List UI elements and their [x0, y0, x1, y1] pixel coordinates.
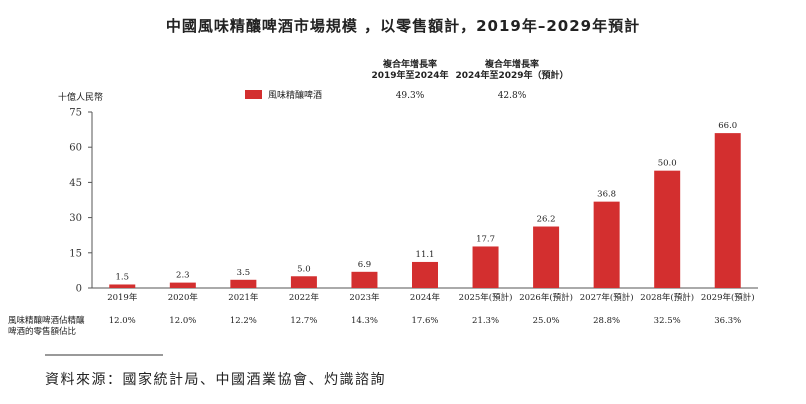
bar-value-label: 26.2 — [537, 215, 556, 225]
y-tick-label: 75 — [69, 108, 82, 119]
legend-swatch — [245, 90, 262, 99]
bar — [230, 279, 257, 288]
bar-value-label: 17.7 — [476, 234, 495, 244]
share-value: 12.0% — [109, 316, 136, 326]
share-value: 36.3% — [714, 316, 741, 326]
y-axis-unit-label: 十億人民幣 — [58, 91, 103, 103]
source-note: 資料來源：國家統計局、中國酒業協會、灼識諮詢 — [45, 371, 386, 388]
bar-value-label: 1.5 — [116, 272, 130, 282]
share-value: 25.0% — [533, 316, 560, 326]
share-value: 12.7% — [290, 316, 317, 326]
bar — [351, 271, 378, 288]
y-tick-label: 0 — [76, 284, 82, 295]
bar-group — [109, 133, 741, 288]
y-tick-group: 0 15 30 45 60 75 — [69, 108, 92, 295]
bar-value-label: 36.8 — [597, 190, 616, 200]
y-tick-label: 45 — [69, 178, 82, 189]
y-tick-label: 15 — [69, 248, 82, 259]
x-tick-label: 2028年(預計) — [640, 292, 694, 303]
share-value: 21.3% — [472, 316, 499, 326]
share-value: 12.0% — [169, 316, 196, 326]
share-row-label-line2: 啤酒的零售額佔比 — [8, 326, 76, 337]
chart-title: 中國風味精釀啤酒市場規模 ，以零售額計，2019年–2029年預計 — [166, 17, 640, 35]
x-tick-label: 2023年 — [349, 292, 380, 303]
share-value: 28.8% — [593, 316, 620, 326]
x-tick-label: 2024年 — [410, 292, 441, 303]
bar — [412, 261, 438, 288]
x-tick-label: 2019年 — [107, 292, 138, 303]
x-tick-label: 2021年 — [228, 292, 259, 303]
cagr-header-2-line1: 複合年增長率 — [484, 58, 539, 70]
bar-value-label: 3.5 — [237, 268, 251, 278]
cagr-value-1: 49.3% — [396, 91, 425, 101]
x-tick-label: 2029年(預計) — [701, 292, 755, 303]
share-value: 32.5% — [654, 316, 681, 326]
cagr-header-1-line2: 2019年至2024年 — [371, 69, 448, 81]
bar — [109, 284, 136, 288]
bar — [290, 276, 317, 288]
bar-value-label-group: 1.5 2.3 3.5 5.0 6.9 11.1 17.7 26.2 36.8 50.0 66.0 — [116, 121, 738, 282]
bar-value-label: 6.9 — [358, 260, 372, 270]
x-tick-label: 2026年(預計) — [519, 292, 573, 303]
legend-label: 風味精釀啤酒 — [268, 89, 322, 101]
bar — [714, 133, 741, 288]
cagr-header-2-line2: 2024年至2029年（預計） — [455, 69, 568, 81]
y-tick-label: 60 — [69, 143, 82, 154]
x-tick-label: 2020年 — [168, 292, 199, 303]
share-value-group: 12.0% 12.0% 12.2% 12.7% 14.3% 17.6% 21.3% 25.0%… — [109, 316, 741, 326]
bar-value-label: 2.3 — [176, 271, 190, 281]
x-tick-label: 2025年(預計) — [459, 292, 513, 303]
bar — [654, 170, 681, 288]
share-row-label-line1: 風味精釀啤酒佔精釀 — [8, 315, 85, 326]
bar-value-label: 50.0 — [658, 159, 677, 169]
cagr-value-2: 42.8% — [498, 91, 527, 101]
share-value: 12.2% — [230, 316, 257, 326]
bar-value-label: 5.0 — [297, 264, 311, 274]
x-tick-label-group: 2019年 2020年 2021年 2022年 2023年 2024年 2025年(預計) 2… — [107, 292, 754, 303]
bar — [593, 201, 620, 288]
x-tick-label: 2027年(預計) — [580, 292, 634, 303]
cagr-header-1-line1: 複合年增長率 — [382, 58, 437, 70]
bar-value-label: 11.1 — [416, 250, 435, 260]
bar — [533, 226, 560, 288]
share-value: 17.6% — [411, 316, 438, 326]
share-value: 14.3% — [351, 316, 378, 326]
y-tick-label: 30 — [69, 213, 82, 224]
bar — [169, 282, 196, 288]
bar-value-label: 66.0 — [718, 121, 737, 131]
x-tick-label: 2022年 — [289, 292, 320, 303]
bar — [472, 246, 499, 288]
